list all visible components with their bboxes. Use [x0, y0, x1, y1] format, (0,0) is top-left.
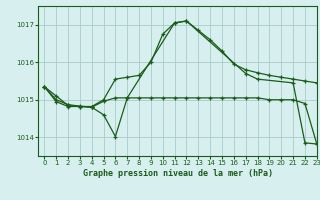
X-axis label: Graphe pression niveau de la mer (hPa): Graphe pression niveau de la mer (hPa) — [83, 169, 273, 178]
